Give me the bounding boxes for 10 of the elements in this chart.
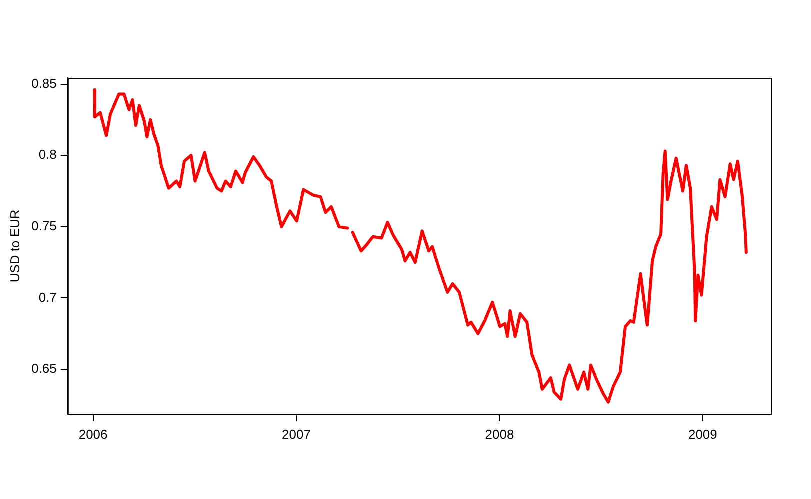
x-tick-label: 2007 bbox=[282, 426, 311, 442]
x-tick-label: 2006 bbox=[78, 426, 108, 442]
y-tick-label: 0.85 bbox=[32, 76, 57, 91]
y-tick-label: 0.7 bbox=[38, 290, 57, 305]
y-tick-label: 0.8 bbox=[38, 147, 57, 162]
y-axis-title: USD to EUR bbox=[7, 210, 22, 283]
x-tick-label: 2009 bbox=[688, 426, 718, 442]
y-tick-label: 0.65 bbox=[32, 361, 57, 376]
x-tick-label: 2008 bbox=[485, 426, 514, 442]
y-tick-label: 0.75 bbox=[32, 218, 57, 234]
